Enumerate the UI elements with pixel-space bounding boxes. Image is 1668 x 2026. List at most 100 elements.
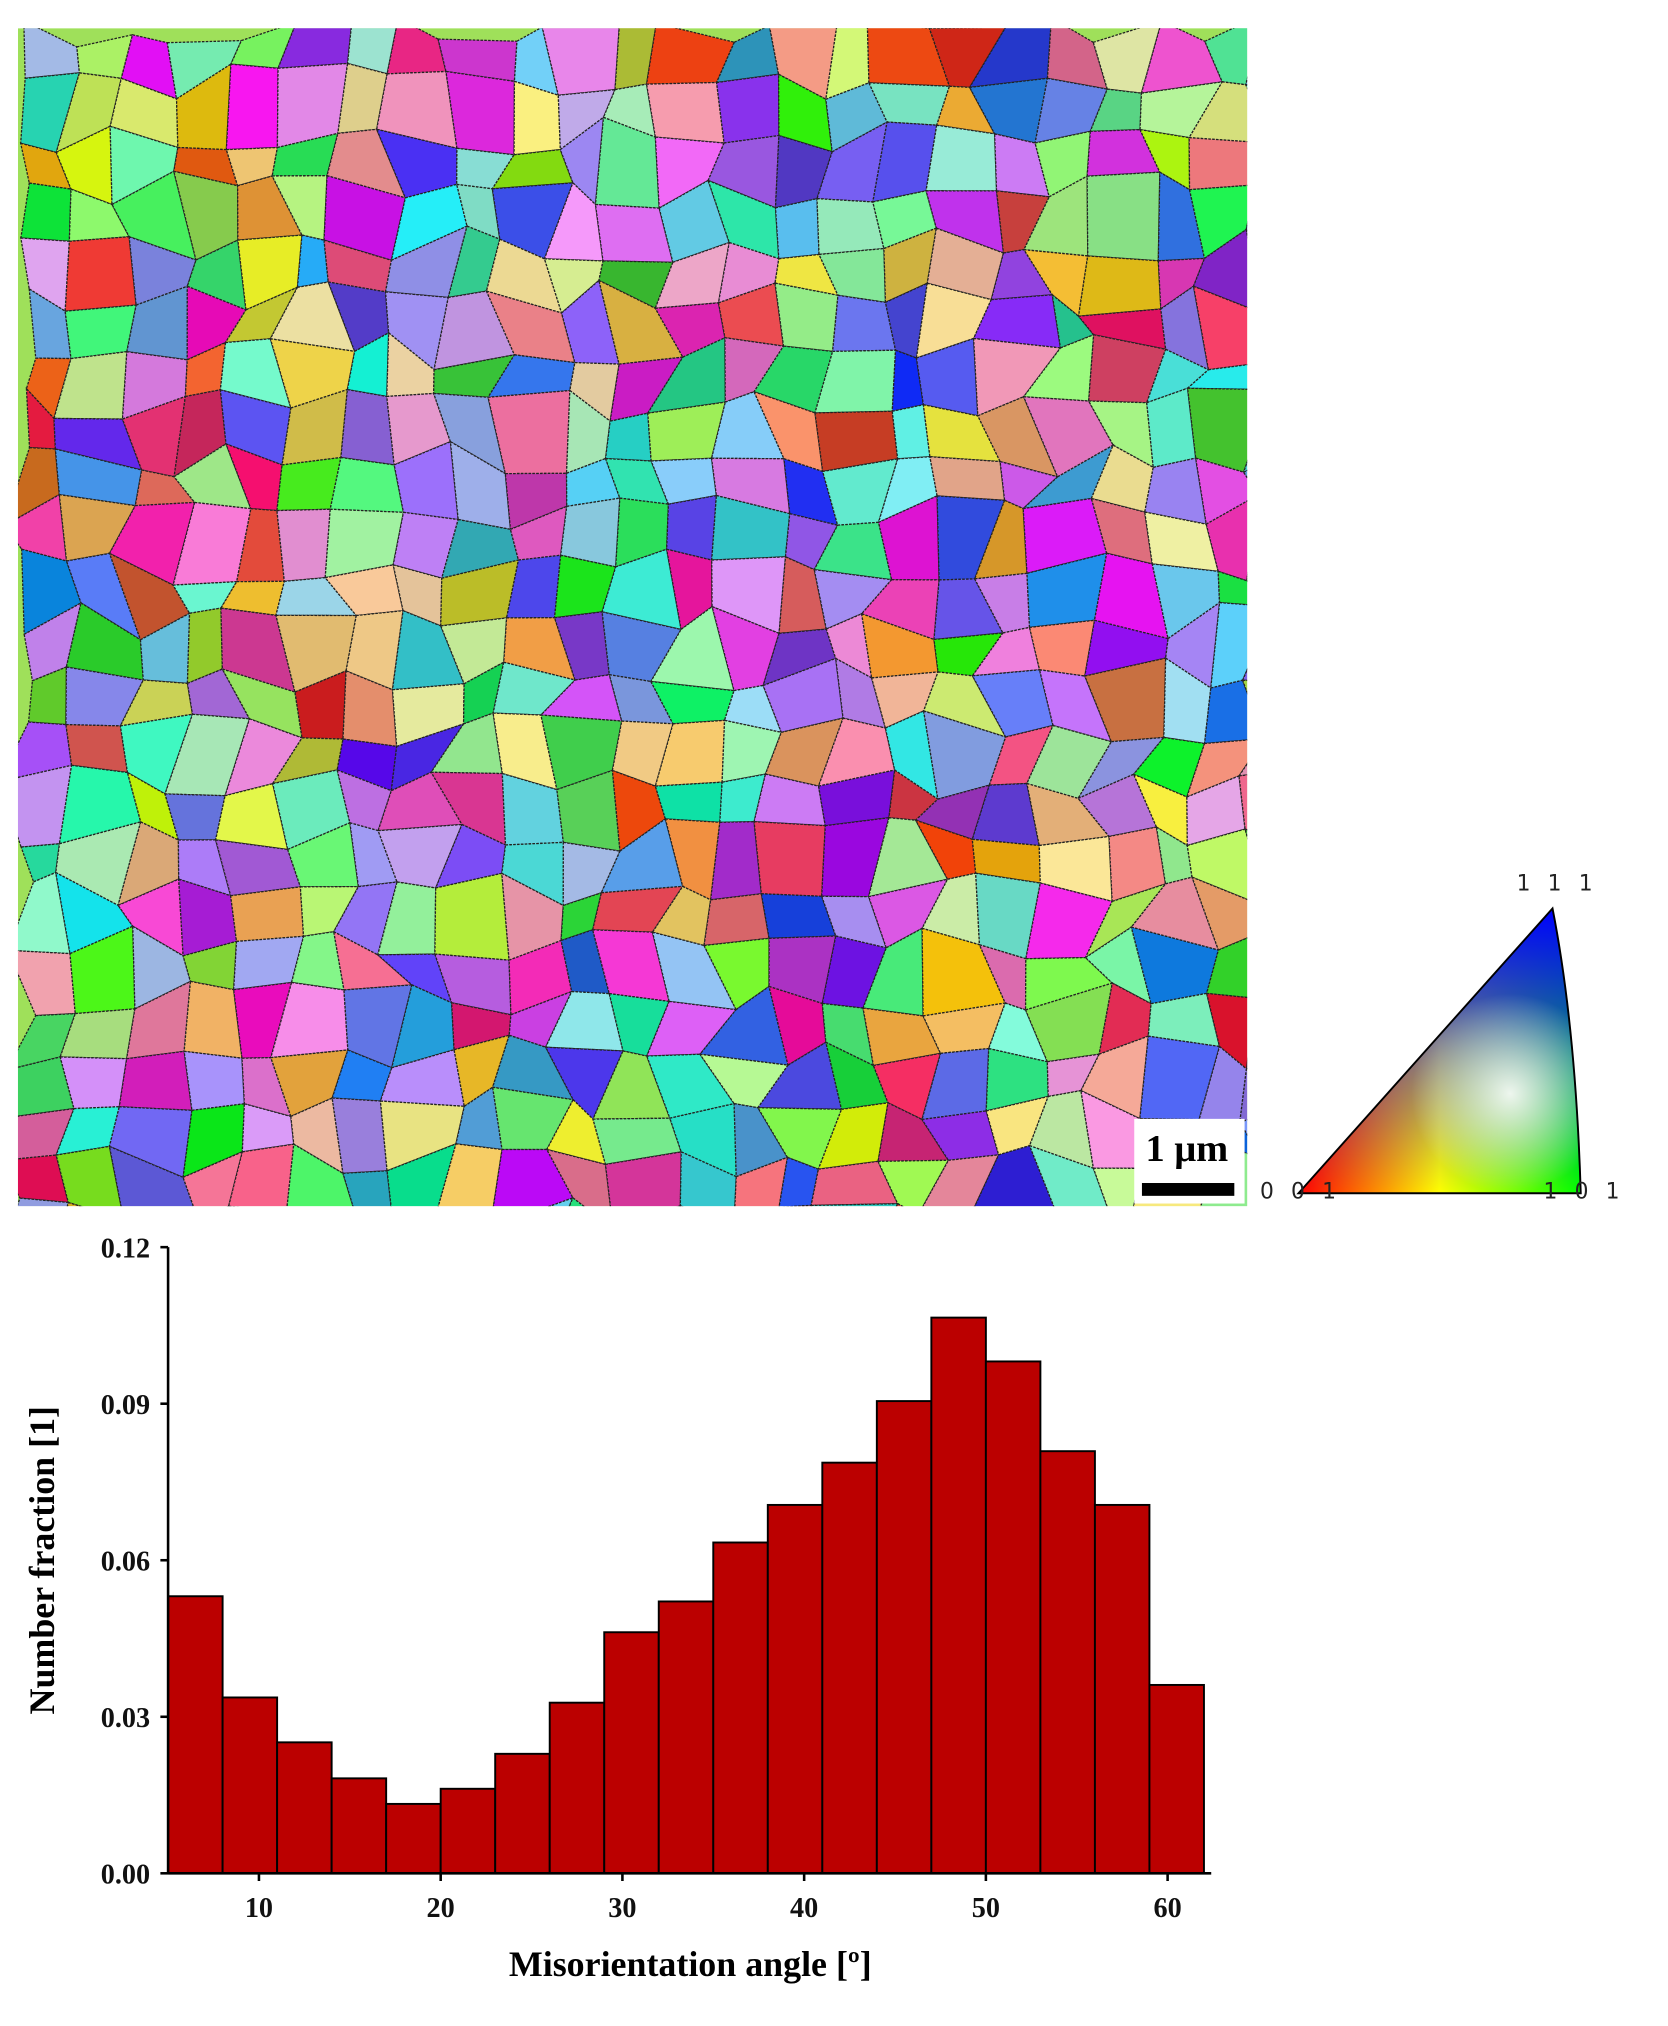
grain <box>183 980 243 1059</box>
grain <box>445 70 516 156</box>
grain <box>565 457 621 508</box>
grain <box>972 294 1062 349</box>
grain <box>972 1207 1057 1283</box>
x-tick-label: 10 <box>245 1893 273 1924</box>
y-axis-label: Number fraction [1] <box>22 1406 62 1714</box>
bar <box>221 1696 279 1875</box>
grain <box>611 769 667 853</box>
grain <box>821 1002 875 1067</box>
grain <box>1077 308 1167 351</box>
grain <box>346 1211 392 1264</box>
grain <box>762 657 844 734</box>
grain <box>788 1204 813 1207</box>
grain <box>220 607 296 694</box>
grain <box>296 234 329 289</box>
grain <box>342 669 398 748</box>
grain <box>821 458 899 526</box>
grain <box>1245 1058 1248 1070</box>
grain <box>1241 679 1248 695</box>
grain <box>166 39 243 100</box>
grain <box>973 572 1031 634</box>
grain <box>343 984 413 1069</box>
grain <box>560 928 611 995</box>
grain <box>64 236 137 312</box>
y-tick-label: 0.12 <box>101 1233 150 1264</box>
grain <box>860 579 940 641</box>
grain <box>177 839 232 897</box>
bar <box>1093 1503 1151 1875</box>
grain <box>1241 668 1248 682</box>
bar <box>439 1787 497 1875</box>
grain <box>734 1156 789 1207</box>
grain <box>1245 222 1248 231</box>
grain <box>224 285 299 344</box>
grain <box>227 1143 295 1207</box>
grain <box>384 224 468 299</box>
grain <box>55 1145 122 1207</box>
grain <box>508 990 573 1048</box>
grain <box>565 389 611 475</box>
grain <box>287 1210 359 1279</box>
grain <box>1205 937 1248 999</box>
grain <box>232 935 305 991</box>
bar <box>276 1741 333 1875</box>
grain <box>342 1170 392 1207</box>
ipf-label: 0 0 1 <box>1260 1179 1341 1204</box>
bar <box>167 1595 224 1875</box>
grain <box>1210 601 1248 689</box>
grain <box>324 508 405 579</box>
grain <box>1080 1089 1143 1169</box>
bar <box>875 1400 933 1875</box>
grain <box>349 821 398 888</box>
grain <box>784 512 839 571</box>
grain <box>1262 1198 1312 1285</box>
grain <box>108 1145 194 1207</box>
grain <box>221 667 303 739</box>
grain <box>17 764 73 848</box>
grain <box>17 493 68 562</box>
bar <box>657 1600 715 1875</box>
grain <box>59 1056 128 1110</box>
orientation-map <box>17 28 1330 1285</box>
grain <box>1098 982 1152 1056</box>
grain <box>219 388 292 466</box>
grain <box>327 281 390 353</box>
scale-bar <box>1141 1183 1235 1196</box>
grain <box>332 881 398 956</box>
x-tick-label: 20 <box>427 1893 455 1924</box>
grain <box>677 1204 682 1207</box>
grain <box>1246 573 1248 582</box>
grain <box>437 1143 503 1207</box>
grain <box>19 142 73 190</box>
grain <box>604 1151 682 1207</box>
bar <box>1039 1450 1096 1875</box>
grain <box>1244 83 1248 89</box>
grain <box>1254 896 1330 955</box>
grain <box>604 457 670 505</box>
y-tick-label: 0.00 <box>101 1860 150 1891</box>
grain <box>1194 1223 1274 1285</box>
ipf-white <box>1296 906 1582 1195</box>
grain <box>568 1196 585 1207</box>
grain <box>711 605 780 692</box>
grain <box>437 38 518 83</box>
grain <box>609 356 685 422</box>
grain <box>118 1050 193 1112</box>
grain <box>810 1203 899 1207</box>
grain <box>818 247 887 304</box>
grain <box>1092 1167 1143 1207</box>
grain <box>229 886 305 943</box>
grain <box>65 723 129 774</box>
histogram: Number fraction [1] Misorientation angle… <box>22 1233 1212 1984</box>
grain <box>434 823 507 889</box>
grain <box>182 940 238 991</box>
grain <box>331 1097 388 1175</box>
grain <box>816 197 885 256</box>
grain <box>1053 1208 1108 1260</box>
grain <box>774 197 820 260</box>
grain <box>553 611 611 681</box>
grain <box>17 1197 70 1207</box>
grain <box>706 1207 779 1266</box>
grain <box>594 116 660 209</box>
grain <box>1157 257 1206 311</box>
